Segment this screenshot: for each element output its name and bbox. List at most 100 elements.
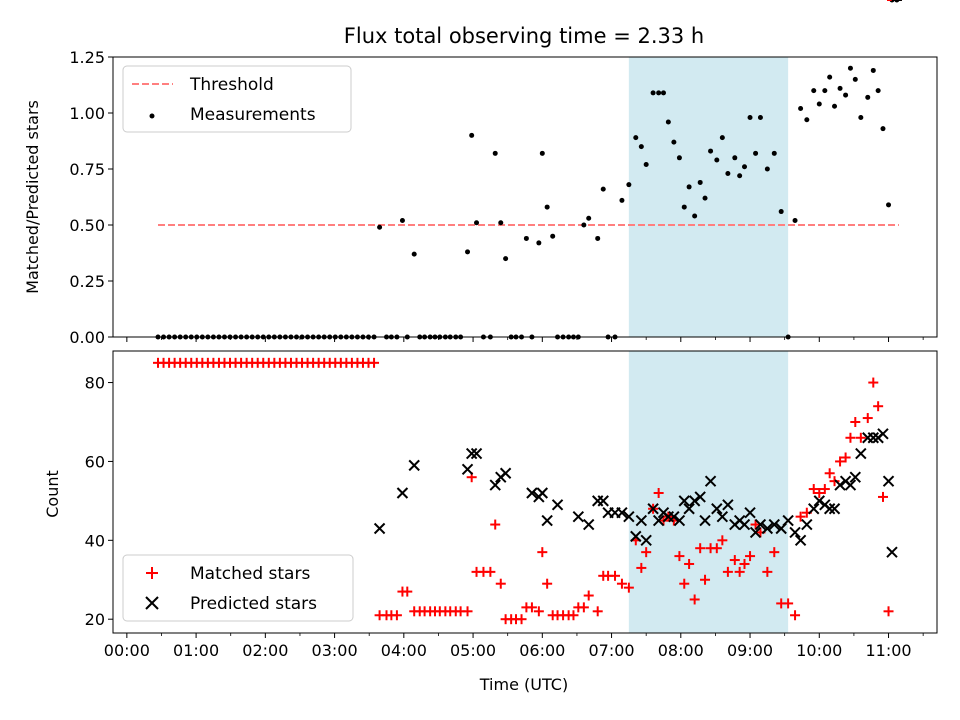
matched-star-point [717, 535, 728, 546]
matched-star-point [700, 574, 711, 585]
matched-star-point [729, 555, 740, 566]
matched-star-point [526, 602, 537, 613]
predicted-star-point [489, 479, 501, 491]
bottom-y-tick-label: 20 [85, 610, 105, 629]
predicted-star-point [849, 471, 861, 483]
top-y-tick-label: 0.00 [69, 328, 105, 347]
predicted-star-point [699, 514, 711, 527]
predicted-stars-points [373, 0, 902, 558]
measurement-point [399, 218, 405, 224]
measurement-point [804, 117, 810, 123]
predicted-star-point [688, 495, 701, 507]
matched-star-point [824, 468, 835, 479]
top-y-axis-label: Matched/Predicted stars [23, 100, 42, 294]
top-panel: 0.00 0.25 0.50 0.75 1.00 1.25 Matched/Predict… [23, 0, 938, 347]
matched-star-point [495, 578, 506, 589]
matched-star-point [845, 432, 856, 443]
matched-star-point [814, 487, 825, 498]
predicted-star-point [536, 487, 549, 499]
measurement-point [650, 90, 656, 96]
top-y-ticks: 0.00 0.25 0.50 0.75 1.00 1.25 [69, 48, 113, 347]
matched-star-point [391, 610, 402, 621]
predicted-star-point [834, 479, 846, 491]
predicted-star-point [635, 514, 648, 527]
predicted-star-point [782, 514, 794, 527]
measurement-point [619, 197, 625, 203]
matched-star-point [533, 606, 544, 617]
top-y-tick-label: 1.25 [69, 48, 105, 67]
x-tick-label: 11:00 [865, 641, 911, 660]
matched-star-point [641, 547, 652, 558]
measurement-point [595, 235, 601, 241]
measurement-point [544, 204, 550, 210]
x-tick-label: 02:00 [242, 641, 288, 660]
measurement-point [523, 235, 529, 241]
legend-matched-swatch [146, 567, 158, 579]
measurement-point [377, 224, 383, 230]
predicted-star-point [597, 495, 609, 507]
measurement-point [757, 114, 763, 120]
matched-star-point [578, 602, 589, 613]
measurement-point [764, 166, 770, 172]
matched-star-point [537, 547, 548, 558]
predicted-star-point [855, 447, 867, 460]
matched-star-point [829, 476, 840, 487]
matched-star-point [636, 562, 647, 573]
measurement-point [633, 135, 639, 141]
predicted-star-point [673, 514, 686, 527]
measurement-point [643, 162, 649, 168]
predicted-star-point [867, 432, 880, 444]
top-y-tick-label: 0.50 [69, 216, 105, 235]
measurement-point [792, 218, 798, 224]
measurement-point [626, 182, 632, 188]
measurement-point [843, 92, 849, 98]
measurement-point [837, 85, 843, 91]
measurement-point [858, 114, 864, 120]
matched-star-point [684, 558, 695, 569]
predicted-star-point [630, 530, 642, 543]
matched-star-point [883, 606, 894, 617]
matched-star-point [722, 566, 733, 577]
predicted-star-point [694, 491, 706, 503]
matched-star-point [542, 578, 553, 589]
top-legend-box [122, 65, 352, 133]
top-y-tick-label: 1.00 [69, 104, 105, 123]
measurement-point [581, 222, 587, 228]
measurement-point [816, 101, 822, 107]
matched-star-point [783, 598, 794, 609]
matched-star-point [840, 452, 851, 463]
measurement-point [671, 139, 677, 145]
predicted-star-point [499, 467, 512, 479]
predicted-star-point [470, 447, 483, 460]
bottom-y-tick-label: 60 [85, 452, 105, 471]
matched-star-point [689, 594, 700, 605]
predicted-star-point [744, 506, 756, 519]
matched-star-point [808, 484, 819, 495]
measurement-point [536, 240, 542, 246]
predicted-star-point [813, 495, 825, 507]
matched-star-point [862, 413, 873, 424]
x-tick-label: 08:00 [658, 641, 704, 660]
x-tick-label: 04:00 [381, 641, 427, 660]
x-tick-label: 03:00 [312, 641, 358, 660]
measurement-point [832, 103, 838, 109]
measurement-point [870, 67, 876, 73]
matched-star-point [462, 606, 473, 617]
predicted-star-point [652, 514, 665, 527]
measurement-point [660, 90, 666, 96]
x-tick-label: 06:00 [519, 641, 565, 660]
bottom-y-tick-label: 40 [85, 531, 105, 550]
matched-star-point [610, 570, 621, 581]
matched-star-point [623, 582, 634, 593]
top-y-tick-label: 0.75 [69, 160, 105, 179]
matched-star-point [790, 610, 801, 621]
measurement-point [469, 132, 475, 138]
measurement-point [656, 90, 662, 96]
measurement-point [697, 179, 703, 185]
predicted-star-point [801, 518, 813, 531]
predicted-star-point [808, 503, 820, 515]
predicted-star-point [551, 499, 564, 511]
predicted-star-point [678, 495, 690, 507]
matched-star-point [711, 543, 722, 554]
